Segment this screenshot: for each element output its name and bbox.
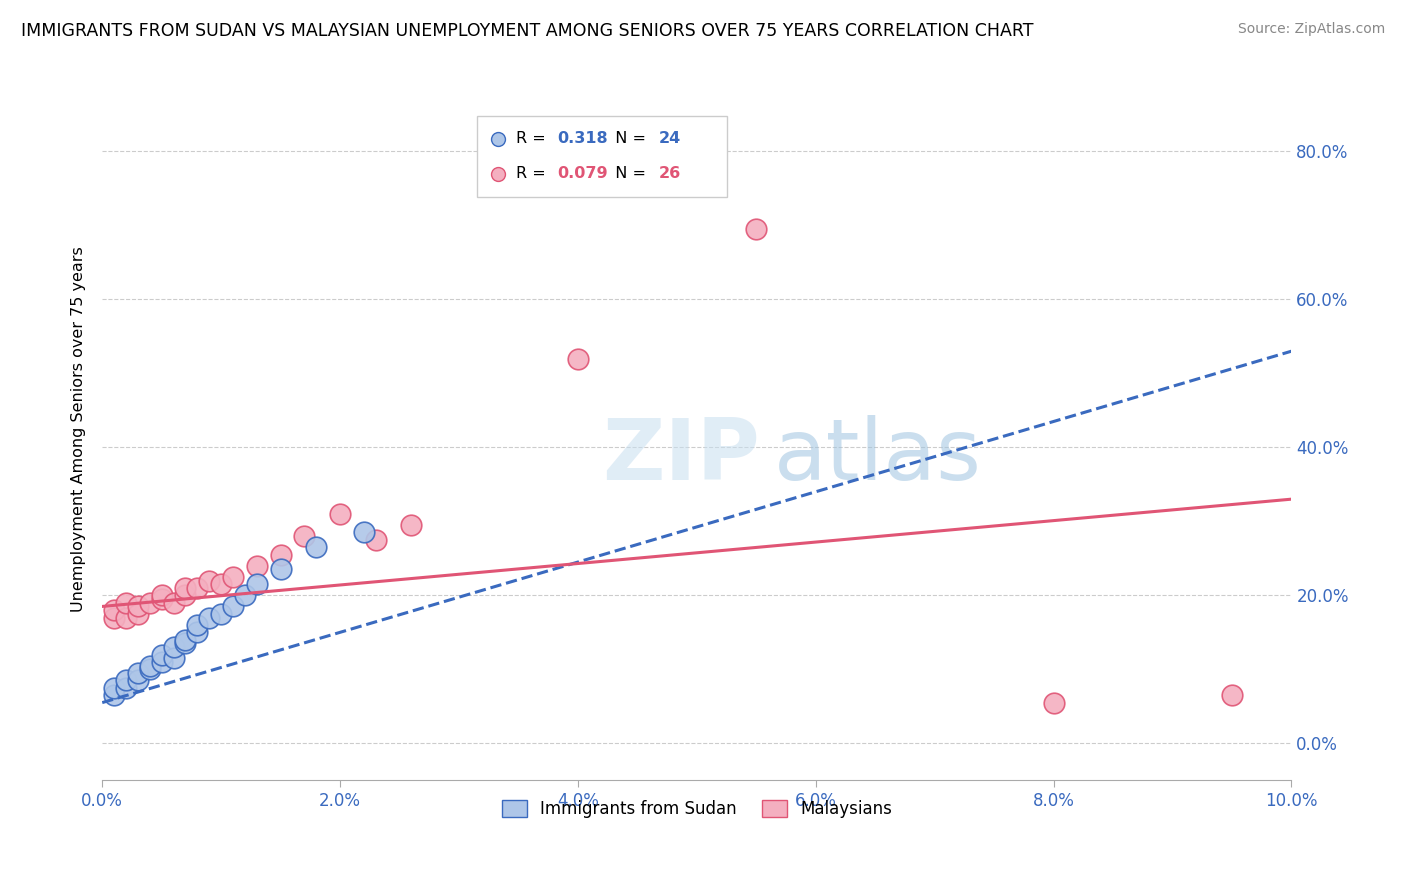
Text: 0.318: 0.318 xyxy=(558,131,609,146)
Point xyxy=(127,666,149,681)
Point xyxy=(401,518,423,533)
Point xyxy=(127,599,149,614)
Point xyxy=(150,648,173,662)
Point xyxy=(139,662,162,676)
Legend: Immigrants from Sudan, Malaysians: Immigrants from Sudan, Malaysians xyxy=(495,793,898,825)
Point xyxy=(115,673,138,688)
Point xyxy=(150,592,173,607)
Point xyxy=(270,562,292,576)
Point xyxy=(364,533,387,547)
Point xyxy=(174,632,197,647)
Point xyxy=(115,681,138,695)
Point xyxy=(745,222,768,236)
Text: R =: R = xyxy=(516,131,551,146)
Text: 24: 24 xyxy=(659,131,681,146)
Point xyxy=(233,588,256,602)
Point xyxy=(127,673,149,688)
Point xyxy=(270,548,292,562)
Text: N =: N = xyxy=(605,166,651,181)
Text: 0.079: 0.079 xyxy=(558,166,609,181)
Point xyxy=(305,541,328,555)
Text: IMMIGRANTS FROM SUDAN VS MALAYSIAN UNEMPLOYMENT AMONG SENIORS OVER 75 YEARS CORR: IMMIGRANTS FROM SUDAN VS MALAYSIAN UNEMP… xyxy=(21,22,1033,40)
Point xyxy=(115,610,138,624)
Point xyxy=(353,525,375,540)
Point xyxy=(198,610,221,624)
Point xyxy=(103,681,125,695)
Text: atlas: atlas xyxy=(775,416,983,499)
Point xyxy=(292,529,315,543)
Point xyxy=(103,688,125,702)
Point xyxy=(103,610,125,624)
Point xyxy=(150,655,173,669)
Point xyxy=(246,577,269,591)
Point xyxy=(186,618,208,632)
Point xyxy=(329,507,352,521)
Point xyxy=(162,651,184,665)
FancyBboxPatch shape xyxy=(477,116,727,197)
Point xyxy=(209,607,232,621)
Point xyxy=(139,596,162,610)
Point xyxy=(567,351,589,366)
Point xyxy=(139,658,162,673)
Text: Source: ZipAtlas.com: Source: ZipAtlas.com xyxy=(1237,22,1385,37)
Point xyxy=(186,581,208,595)
Point xyxy=(174,581,197,595)
Point xyxy=(246,558,269,573)
Text: ZIP: ZIP xyxy=(602,416,759,499)
Point xyxy=(222,570,245,584)
Point xyxy=(198,574,221,588)
Point xyxy=(162,640,184,654)
Point xyxy=(115,596,138,610)
Point xyxy=(209,577,232,591)
Text: R =: R = xyxy=(516,166,551,181)
Text: 26: 26 xyxy=(659,166,681,181)
Point xyxy=(127,607,149,621)
Point xyxy=(1220,688,1243,702)
Point xyxy=(186,625,208,640)
Point xyxy=(174,636,197,650)
Text: N =: N = xyxy=(605,131,651,146)
Point xyxy=(174,588,197,602)
Y-axis label: Unemployment Among Seniors over 75 years: Unemployment Among Seniors over 75 years xyxy=(72,246,86,612)
Point xyxy=(150,588,173,602)
Point xyxy=(103,603,125,617)
Point xyxy=(162,596,184,610)
Point xyxy=(222,599,245,614)
Point xyxy=(1042,696,1064,710)
